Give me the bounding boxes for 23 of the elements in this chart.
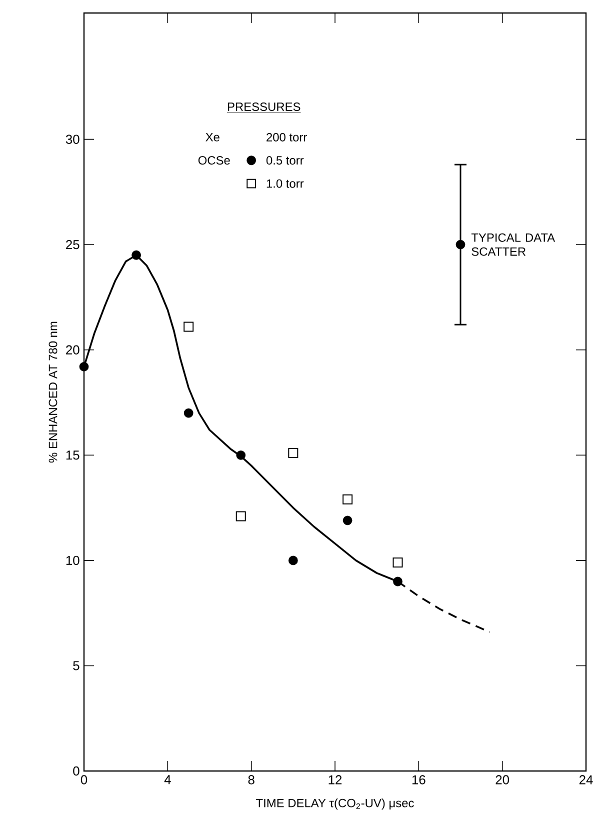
x-axis-title: TIME DELAY τ(CO$_{2}$-UV) μsec: [256, 798, 414, 810]
legend-label: 1.0 torr: [266, 179, 304, 188]
x-tick-label: 16: [412, 775, 426, 784]
x-tick-label: 4: [164, 775, 171, 784]
y-axis-title: % ENHANCED AT 780 nm: [48, 322, 58, 463]
x-tick-label: 8: [248, 775, 254, 784]
y-tick-label: 20: [66, 345, 80, 354]
y-tick-label: 10: [66, 556, 80, 566]
x-tick-label: 24: [579, 775, 593, 784]
legend-title: PRESSURES: [228, 102, 300, 111]
annotation: Xe: [206, 133, 220, 142]
legend-label: 0.5 torr: [266, 156, 304, 165]
y-tick-label: 15: [66, 450, 80, 460]
annotation: TYPICAL DATA SCATTER: [471, 233, 556, 256]
x-tick-label: 0: [80, 775, 88, 784]
x-tick-label: 20: [496, 775, 510, 784]
y-tick-label: 30: [66, 134, 80, 144]
annotation: OCSe: [198, 156, 230, 165]
annotation: 200 torr: [266, 132, 307, 142]
y-tick-label: 25: [66, 240, 80, 250]
y-tick-label: 0: [73, 766, 80, 776]
y-tick-label: 5: [73, 661, 80, 670]
x-tick-label: 12: [328, 775, 342, 784]
